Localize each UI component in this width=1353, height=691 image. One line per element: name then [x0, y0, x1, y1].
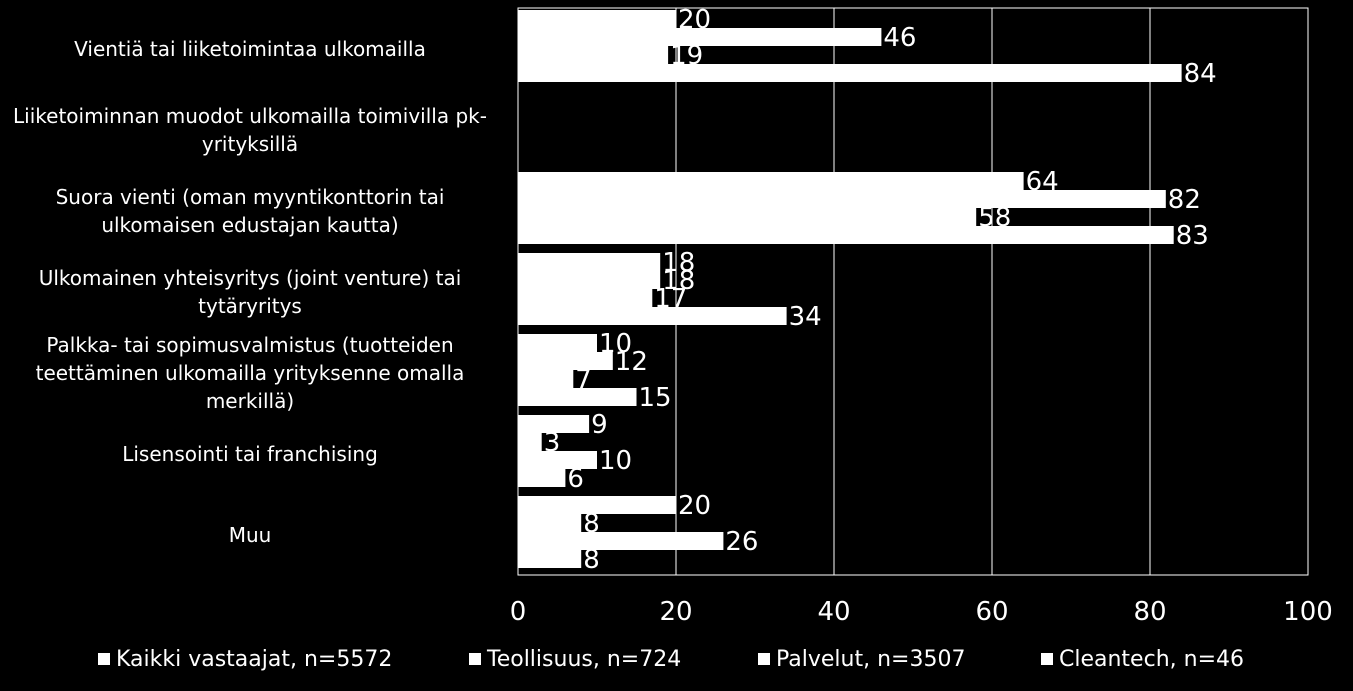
- category-label-line: Muu: [228, 522, 272, 547]
- data-label: 6: [567, 464, 584, 494]
- bar: [518, 496, 676, 514]
- category-label: Liiketoiminnan muodot ulkomailla toimivi…: [0, 102, 500, 158]
- data-label: 8: [583, 509, 600, 539]
- bar: [518, 208, 977, 226]
- bar: [518, 271, 661, 289]
- bar: [518, 370, 574, 388]
- legend-swatch: [469, 653, 481, 665]
- x-tick-label: 80: [1133, 597, 1166, 627]
- category-label-line: yrityksillä: [201, 131, 299, 156]
- data-label: 46: [883, 23, 916, 53]
- category-label: Suora vienti (oman myyntikonttorin tai ul…: [0, 183, 500, 239]
- category-label: Ulkomainen yhteisyritys (joint venture) …: [0, 264, 500, 320]
- bar: [518, 388, 637, 406]
- data-label: 26: [725, 527, 758, 557]
- legend-item-cleantech: Cleantech, n=46: [1041, 647, 1244, 672]
- bar: [518, 514, 582, 532]
- category-label-line: Palkka- tai sopimusvalmistus (tuotteiden: [46, 332, 454, 357]
- data-label: 7: [575, 365, 592, 395]
- x-tick-label: 40: [817, 597, 850, 627]
- legend-label: Teollisuus, n=724: [487, 647, 682, 672]
- legend-swatch: [1041, 653, 1053, 665]
- category-label-line: Liiketoiminnan muodot ulkomailla toimivi…: [13, 103, 487, 128]
- legend-label: Cleantech, n=46: [1059, 647, 1244, 672]
- x-tick-label: 20: [659, 597, 692, 627]
- x-tick-label: 100: [1283, 597, 1333, 627]
- category-label-line: merkillä): [205, 388, 295, 413]
- data-label: 10: [599, 446, 632, 476]
- bar: [518, 451, 597, 469]
- bar: [518, 253, 661, 271]
- category-label: Muu: [0, 521, 500, 549]
- category-label-line: Suora vienti (oman myyntikonttorin tai: [55, 184, 445, 209]
- legend: Kaikki vastaajat, n=5572 Teollisuus, n=7…: [0, 647, 1353, 677]
- bar: [518, 469, 566, 487]
- legend-label: Palvelut, n=3507: [776, 647, 966, 672]
- category-label: Palkka- tai sopimusvalmistus (tuotteiden…: [0, 331, 500, 415]
- data-label: 18: [662, 248, 695, 278]
- category-label: Vientiä tai liiketoimintaa ulkomailla: [0, 35, 500, 63]
- bar: [518, 433, 542, 451]
- legend-item-teollisuus: Teollisuus, n=724: [469, 647, 681, 672]
- bar: [518, 10, 676, 28]
- category-label-line: tytäryritys: [198, 293, 302, 318]
- category-label-line: Vientiä tai liiketoimintaa ulkomailla: [74, 36, 426, 61]
- data-label: 20: [678, 491, 711, 521]
- category-label-line: Ulkomainen yhteisyritys (joint venture) …: [38, 265, 462, 290]
- bar: [518, 46, 669, 64]
- data-label: 8: [583, 545, 600, 575]
- bar: [518, 532, 724, 550]
- data-label: 3: [544, 428, 561, 458]
- data-label: 12: [615, 347, 648, 377]
- legend-item-palvelut: Palvelut, n=3507: [758, 647, 965, 672]
- data-label: 18: [662, 266, 695, 296]
- x-tick-label: 60: [975, 597, 1008, 627]
- legend-swatch: [98, 653, 110, 665]
- bar: [518, 190, 1166, 208]
- data-label: 9: [591, 410, 608, 440]
- bar: [518, 289, 653, 307]
- bar: [518, 334, 597, 352]
- data-label: 15: [639, 383, 672, 413]
- legend-item-kaikki: Kaikki vastaajat, n=5572: [98, 647, 392, 672]
- data-label: 34: [789, 302, 822, 332]
- legend-swatch: [758, 653, 770, 665]
- data-label: 82: [1168, 185, 1201, 215]
- bar: [518, 28, 882, 46]
- bar: [518, 307, 787, 325]
- category-label-line: ulkomaisen edustajan kautta): [101, 212, 399, 237]
- legend-label: Kaikki vastaajat, n=5572: [116, 647, 393, 672]
- category-label-line: Lisensointi tai franchising: [122, 441, 378, 466]
- category-label: Lisensointi tai franchising: [0, 440, 500, 468]
- bar: [518, 352, 613, 370]
- bar: [518, 226, 1174, 244]
- bar: [518, 172, 1024, 190]
- bar: [518, 415, 590, 433]
- bar: [518, 64, 1182, 82]
- x-tick-label: 0: [510, 597, 527, 627]
- data-label: 84: [1184, 59, 1217, 89]
- bar: [518, 550, 582, 568]
- data-label: 83: [1176, 221, 1209, 251]
- category-label-line: teettäminen ulkomailla yrityksenne omall…: [35, 360, 465, 385]
